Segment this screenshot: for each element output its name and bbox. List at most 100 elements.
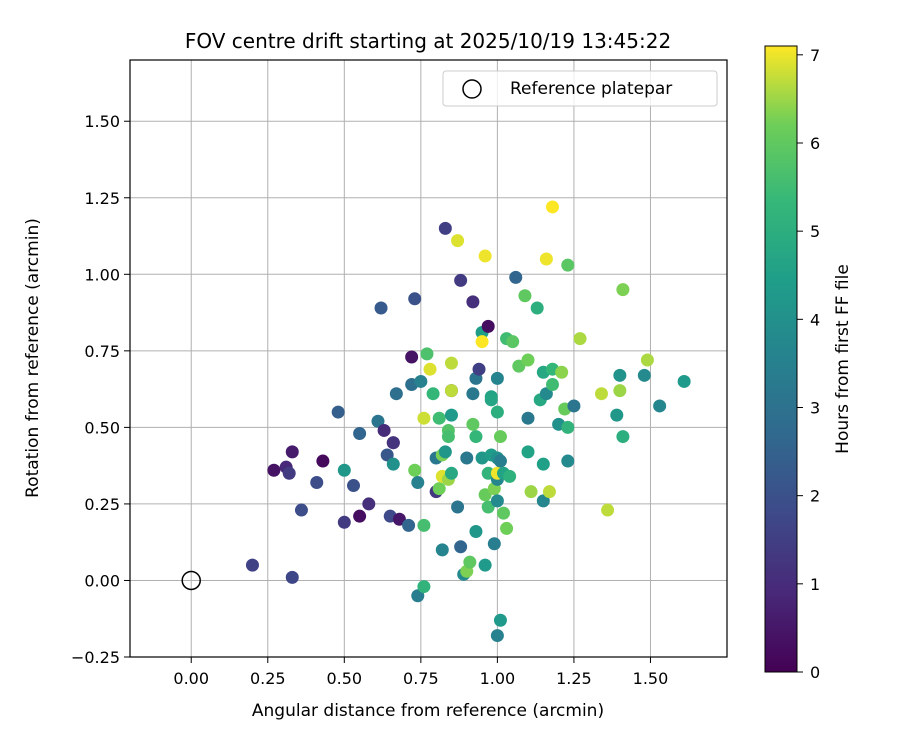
scatter-point [460, 451, 474, 465]
scatter-point [653, 399, 667, 413]
scatter-point [637, 368, 651, 382]
scatter-point [521, 411, 535, 425]
y-tick-label: 0.50 [84, 418, 120, 437]
scatter-point [493, 430, 507, 444]
scatter-point [386, 436, 400, 450]
scatter-point [346, 479, 360, 493]
colorbar-label: Hours from first FF file [833, 264, 853, 454]
scatter-point [435, 543, 449, 557]
scatter-point [503, 469, 517, 483]
scatter-point [451, 500, 465, 514]
scatter-point [567, 399, 581, 413]
scatter-point [402, 518, 416, 532]
scatter-point [438, 445, 452, 459]
scatter-point [493, 613, 507, 627]
scatter-point [478, 488, 492, 502]
scatter-point [478, 558, 492, 572]
reference-platepar-marker [181, 570, 201, 591]
scatter-point [475, 335, 489, 349]
scatter-point [601, 503, 615, 517]
scatter-point [521, 353, 535, 367]
y-tick-label: 0.00 [84, 571, 120, 590]
x-tick-label: 0.25 [250, 669, 286, 688]
scatter-point [444, 408, 458, 422]
scatter-point [487, 537, 501, 551]
scatter-point [539, 252, 553, 266]
y-tick-label: 1.00 [84, 265, 120, 284]
x-gridlines [190, 60, 651, 657]
scatter-point [411, 589, 425, 603]
scatter-point [285, 570, 299, 584]
scatter-point [267, 463, 281, 477]
scatter-point [377, 423, 391, 437]
scatter-point [561, 420, 575, 434]
colorbar-tick-label: 7 [810, 46, 820, 65]
y-tick-label: −0.25 [71, 648, 120, 667]
scatter-point [545, 200, 559, 214]
scatter-point [490, 371, 504, 385]
x-tick-label: 0.75 [403, 669, 439, 688]
scatter-point [506, 335, 520, 349]
scatter-point [380, 448, 394, 462]
scatter-point [536, 457, 550, 471]
scatter-point [481, 500, 495, 514]
scatter-point [423, 362, 437, 376]
y-tick-label: 1.50 [84, 112, 120, 131]
scatter-point [405, 350, 419, 364]
scatter-point [353, 509, 367, 523]
scatter-point [417, 411, 431, 425]
plot-frame [129, 59, 728, 658]
scatter-point [524, 485, 538, 499]
scatter-point [245, 558, 259, 572]
scatter-point [444, 384, 458, 398]
y-tick-label: 0.25 [84, 495, 120, 514]
colorbar-tick-label: 3 [810, 398, 820, 417]
scatter-point [594, 387, 608, 401]
colorbar-tick-label: 1 [810, 575, 820, 594]
y-tick-label: 1.25 [84, 189, 120, 208]
scatter-point [500, 521, 514, 535]
scatter-point [555, 365, 569, 379]
scatter-point [374, 301, 388, 315]
legend: Reference platepar [442, 70, 718, 107]
scatter-point [417, 580, 431, 594]
data-points [245, 200, 691, 643]
x-axis-ticks: 0.00 0.25 0.50 0.75 1.00 1.25 1.50 [173, 657, 668, 688]
scatter-point [561, 258, 575, 272]
colorbar-ticks: 0 1 2 3 4 5 6 7 [797, 46, 820, 682]
scatter-point [282, 466, 296, 480]
scatter-point [454, 273, 468, 287]
y-gridlines [130, 120, 727, 658]
scatter-point [481, 319, 495, 333]
scatter-point [454, 540, 468, 554]
colorbar-tick-label: 6 [810, 134, 820, 153]
x-tick-label: 0.00 [173, 669, 209, 688]
scatter-point [337, 515, 351, 529]
colorbar-frame [764, 45, 798, 673]
scatter-point [497, 506, 511, 520]
scatter-point [466, 295, 480, 309]
scatter-point [610, 408, 624, 422]
x-tick-label: 1.50 [633, 669, 669, 688]
scatter-point [285, 445, 299, 459]
y-tick-label: 0.75 [84, 342, 120, 361]
scatter-point [451, 234, 465, 248]
scatter-point [408, 292, 422, 306]
colorbar-tick-label: 0 [810, 663, 820, 682]
scatter-point [469, 524, 483, 538]
scatter-point [444, 356, 458, 370]
scatter-point [441, 430, 455, 444]
scatter-point [539, 387, 553, 401]
scatter-point [481, 466, 495, 480]
scatter-point [512, 359, 526, 373]
x-axis-label: Angular distance from reference (arcmin) [252, 701, 604, 721]
scatter-point [613, 368, 627, 382]
scatter-point [677, 374, 691, 388]
scatter-point [466, 387, 480, 401]
legend-box [442, 70, 718, 107]
scatter-point [521, 445, 535, 459]
scatter-point [530, 301, 544, 315]
colorbar-gradient [765, 46, 797, 672]
scatter-point [432, 482, 446, 496]
